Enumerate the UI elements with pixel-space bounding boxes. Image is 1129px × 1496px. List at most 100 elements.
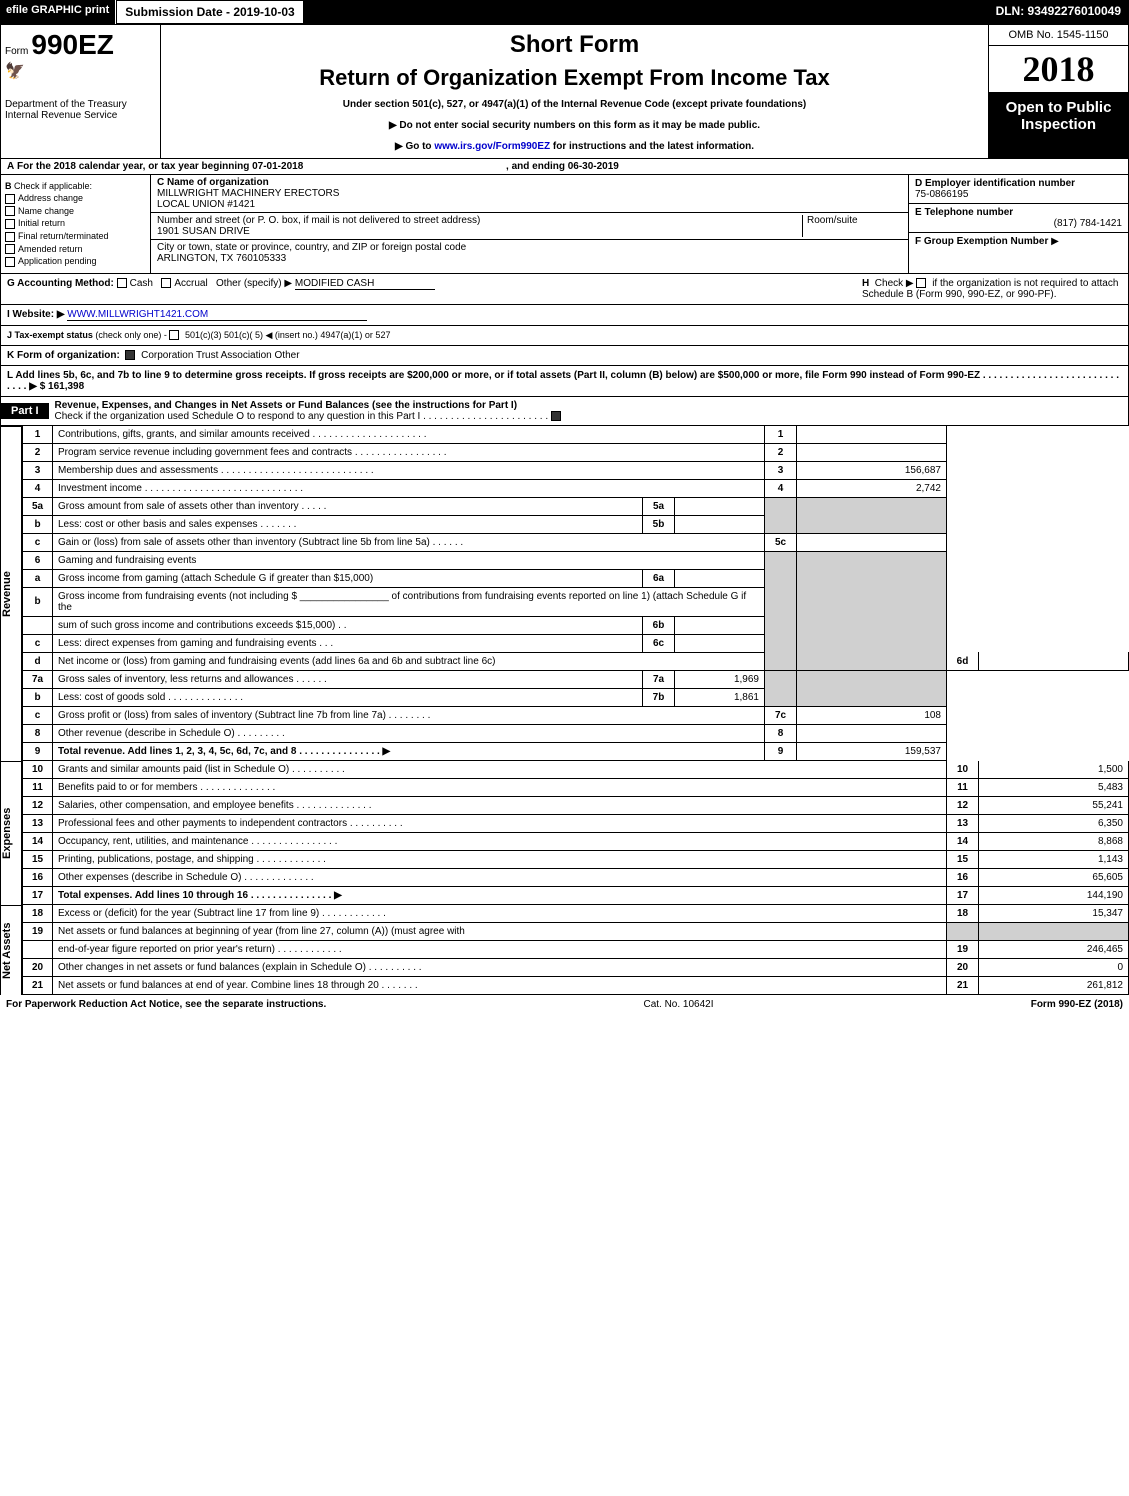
checkbox-icon[interactable]: [169, 330, 179, 340]
sub-line-amt: 1,861: [675, 688, 765, 706]
line-amt: 5,483: [979, 778, 1129, 796]
checkbox-icon[interactable]: [5, 206, 15, 216]
page-footer: For Paperwork Reduction Act Notice, see …: [0, 995, 1129, 1014]
line-amt: 15,347: [979, 905, 1129, 923]
label-a: A: [7, 161, 14, 172]
table-row: 15Printing, publications, postage, and s…: [23, 850, 1129, 868]
line-num: 4: [23, 479, 53, 497]
line-desc: Net assets or fund balances at end of ye…: [53, 976, 947, 994]
line-ref: 18: [947, 905, 979, 923]
eagle-icon: 🦅: [5, 61, 156, 81]
table-row: sum of such gross income and contributio…: [23, 616, 1129, 634]
shaded-cell: [797, 497, 947, 533]
table-row: 4Investment income . . . . . . . . . . .…: [23, 479, 1129, 497]
line-num: b: [23, 515, 53, 533]
table-row: bLess: cost or other basis and sales exp…: [23, 515, 1129, 533]
checkbox-icon[interactable]: [5, 232, 15, 242]
checkbox-icon[interactable]: [161, 278, 171, 288]
b-item-2: Initial return: [18, 218, 65, 228]
line-num: 20: [23, 958, 53, 976]
table-row: 2Program service revenue including gover…: [23, 443, 1129, 461]
line-amt: 0: [979, 958, 1129, 976]
checkbox-icon[interactable]: [5, 219, 15, 229]
b-item-0: Address change: [18, 193, 83, 203]
g-other: Other (specify) ▶: [216, 278, 292, 289]
label-b: B: [5, 181, 12, 191]
h-text1: Check ▶: [875, 278, 914, 289]
checkbox-icon[interactable]: [5, 194, 15, 204]
b-item-5: Application pending: [18, 256, 97, 266]
form-prefix: Form: [5, 46, 28, 57]
table-row: 18Excess or (deficit) for the year (Subt…: [23, 905, 1129, 923]
line-num: 14: [23, 832, 53, 850]
checkbox-icon[interactable]: [5, 257, 15, 267]
line-desc: end-of-year figure reported on prior yea…: [53, 940, 947, 958]
table-row: cLess: direct expenses from gaming and f…: [23, 634, 1129, 652]
checkbox-icon[interactable]: [916, 278, 926, 288]
checkbox-checked-icon[interactable]: [551, 411, 561, 421]
footer-left: For Paperwork Reduction Act Notice, see …: [6, 999, 326, 1010]
line-desc: Program service revenue including govern…: [53, 443, 765, 461]
org-name-1: MILLWRIGHT MACHINERY ERECTORS: [157, 188, 902, 199]
line-num: 12: [23, 796, 53, 814]
line-ref: 21: [947, 976, 979, 994]
line-amt: 2,742: [797, 479, 947, 497]
shaded-cell: [765, 670, 797, 706]
table-row: 16Other expenses (describe in Schedule O…: [23, 868, 1129, 886]
c-name-label: C Name of organization: [157, 177, 902, 188]
table-row: 19Net assets or fund balances at beginni…: [23, 922, 1129, 940]
line-num: 15: [23, 850, 53, 868]
website-link[interactable]: WWW.MILLWRIGHT1421.COM: [67, 309, 367, 321]
g-label: G Accounting Method:: [7, 278, 114, 289]
row-a-ending: , and ending 06-30-2019: [506, 161, 619, 172]
line-desc: Gross amount from sale of assets other t…: [53, 497, 643, 515]
line-amt: [797, 443, 947, 461]
revenue-table: 1Contributions, gifts, grants, and simil…: [22, 426, 1129, 761]
part1-subtitle: Check if the organization used Schedule …: [55, 411, 549, 422]
checkbox-checked-icon[interactable]: [125, 350, 135, 360]
line-num: d: [23, 652, 53, 670]
line-num: [23, 616, 53, 634]
table-row: dNet income or (loss) from gaming and fu…: [23, 652, 1129, 670]
line-ref: 6d: [947, 652, 979, 670]
line-ref: 16: [947, 868, 979, 886]
line-num: c: [23, 533, 53, 551]
short-form-title: Short Form: [167, 31, 982, 59]
line-amt: 65,605: [979, 868, 1129, 886]
line-desc: Gross income from fundraising events (no…: [53, 587, 765, 616]
city-value: ARLINGTON, TX 760105333: [157, 253, 902, 264]
line-desc: Professional fees and other payments to …: [53, 814, 947, 832]
line-num: 8: [23, 724, 53, 742]
line-desc: Gaming and fundraising events: [53, 551, 765, 569]
sub-line-ref: 6b: [643, 616, 675, 634]
f-arrow: ▶: [1051, 236, 1059, 247]
line-desc: Gross sales of inventory, less returns a…: [53, 670, 643, 688]
irs-link[interactable]: www.irs.gov/Form990EZ: [434, 141, 550, 152]
k-label: K Form of organization:: [7, 350, 120, 361]
dln-label: DLN: 93492276010049: [988, 0, 1129, 24]
table-row: 9Total revenue. Add lines 1, 2, 3, 4, 5c…: [23, 742, 1129, 760]
section-bcdef: B Check if applicable: Address change Na…: [0, 175, 1129, 274]
line-ref: 20: [947, 958, 979, 976]
line-desc: Printing, publications, postage, and shi…: [53, 850, 947, 868]
table-row: cGross profit or (loss) from sales of in…: [23, 706, 1129, 724]
expenses-section: Expenses 10Grants and similar amounts pa…: [0, 761, 1129, 905]
j-opts: 501(c)(3) 501(c)( 5) ◀ (insert no.) 4947…: [185, 330, 391, 340]
g-accrual: Accrual: [174, 278, 207, 289]
part1-title: Revenue, Expenses, and Changes in Net As…: [55, 400, 518, 411]
net-assets-tab: Net Assets: [0, 905, 22, 995]
b-item-4: Amended return: [18, 244, 83, 254]
line-ref: 10: [947, 761, 979, 779]
checkbox-icon[interactable]: [117, 278, 127, 288]
checkbox-icon[interactable]: [5, 244, 15, 254]
expenses-table: 10Grants and similar amounts paid (list …: [22, 761, 1129, 905]
form-title: Return of Organization Exempt From Incom…: [167, 65, 982, 91]
line-num: 7a: [23, 670, 53, 688]
sub-line-amt: [675, 515, 765, 533]
sub-line-ref: 7a: [643, 670, 675, 688]
form-header: Form 990EZ 🦅 Department of the Treasury …: [0, 24, 1129, 159]
f-label: F Group Exemption Number: [915, 236, 1048, 247]
line-ref: 2: [765, 443, 797, 461]
line-amt: 8,868: [979, 832, 1129, 850]
line-ref: 12: [947, 796, 979, 814]
